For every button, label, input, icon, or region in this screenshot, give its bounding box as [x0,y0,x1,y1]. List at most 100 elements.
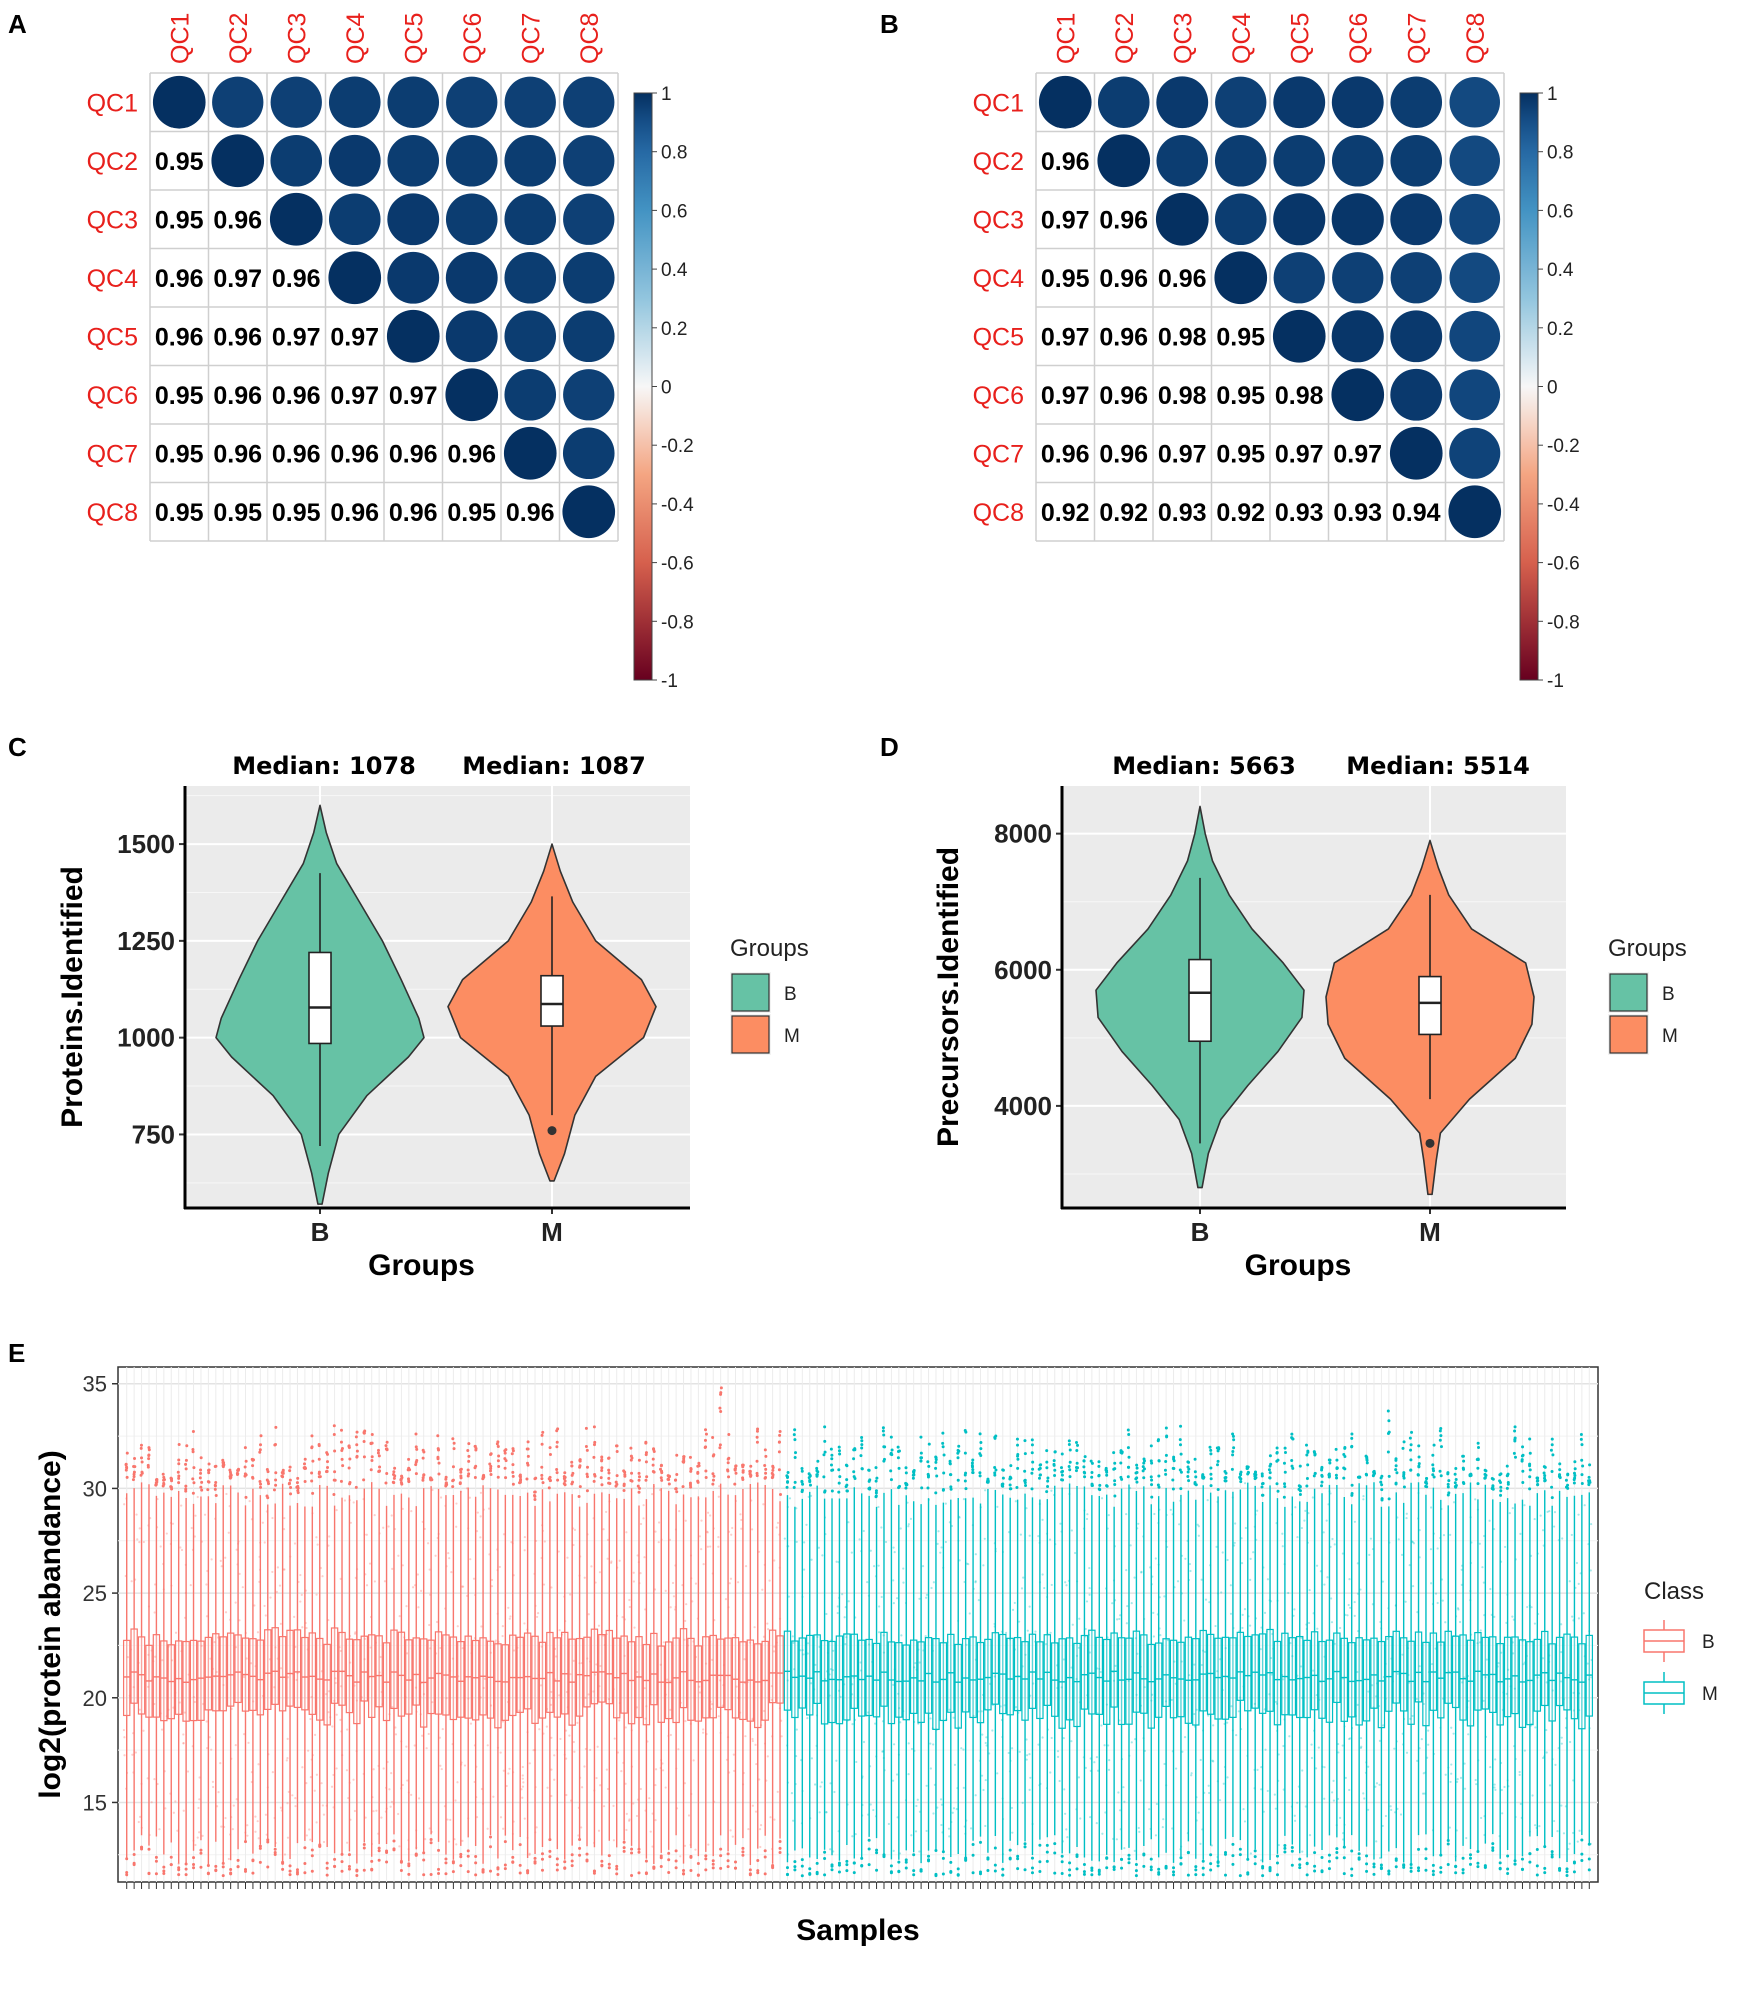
jitter-point [234,1646,238,1649]
jitter-point [1315,1767,1318,1770]
correlation-value: 0.96 [1099,323,1148,351]
jitter-point [428,1623,431,1627]
correlation-value: 0.95 [213,499,262,527]
outlier-point [1387,1870,1391,1874]
jitter-point [371,1796,374,1799]
jitter-point [974,1553,977,1556]
sample-box [1021,1641,1029,1721]
jitter-point [1401,1732,1404,1735]
jitter-point [1346,1614,1349,1617]
outlier-point [199,1468,203,1472]
outlier-point [511,1482,515,1486]
outlier-point [184,1458,188,1462]
jitter-point [224,1816,227,1820]
jitter-point [1282,1678,1285,1681]
jitter-point [1388,1541,1391,1544]
jitter-point [322,1813,326,1816]
jitter-point [1466,1674,1470,1678]
jitter-point [1342,1832,1345,1835]
outlier-point [444,1857,448,1861]
jitter-point [294,1645,297,1649]
jitter-point [335,1713,338,1716]
jitter-point [401,1783,404,1787]
outlier-point [979,1870,982,1874]
outlier-point [348,1482,352,1486]
outlier-point [755,1440,759,1444]
jitter-point [592,1517,595,1520]
outlier-point [1253,1472,1257,1476]
jitter-point [1418,1665,1421,1668]
sample-box [1362,1639,1371,1722]
correlation-circle [1390,76,1443,129]
jitter-point [184,1591,187,1595]
jitter-point [235,1798,238,1801]
jitter-point [744,1735,747,1738]
outlier-point [221,1464,225,1468]
jitter-point [410,1793,413,1796]
outlier-point [325,1861,329,1865]
sample-box [1296,1635,1304,1719]
jitter-point [983,1537,986,1540]
outlier-point [830,1489,834,1493]
jitter-point [678,1510,681,1513]
outlier-point [1446,1839,1450,1843]
jitter-point [180,1650,183,1653]
jitter-point [1312,1669,1315,1672]
outlier-point [541,1430,545,1434]
jitter-point [738,1711,742,1714]
outlier-point [1216,1459,1220,1463]
outlier-point [191,1477,195,1481]
jitter-point [129,1648,133,1651]
jitter-point [735,1685,738,1688]
jitter-point [309,1717,312,1721]
outlier-point [437,1871,441,1875]
outlier-point [956,1867,960,1871]
jitter-point [315,1593,318,1596]
outlier-point [1298,1863,1302,1867]
column-label: QC8 [1462,13,1490,64]
jitter-point [1164,1700,1168,1703]
outlier-point [192,1862,196,1866]
jitter-point [540,1645,543,1648]
jitter-point [256,1631,260,1634]
outlier-point [317,1470,321,1474]
outlier-point [1409,1458,1413,1462]
outlier-point [206,1872,210,1876]
outlier-point [133,1465,137,1469]
jitter-point [825,1811,828,1814]
outlier-point [1476,1441,1480,1445]
jitter-point [969,1827,973,1830]
outlier-point [1156,1483,1160,1487]
jitter-point [813,1688,816,1691]
outlier-point [1001,1484,1005,1488]
jitter-point [555,1748,559,1751]
sample-box [509,1634,517,1717]
outlier-point [1186,1470,1190,1474]
jitter-point [1237,1710,1240,1713]
jitter-point [982,1564,985,1567]
jitter-point [489,1651,492,1654]
jitter-point [172,1811,175,1814]
jitter-point [757,1550,761,1553]
outlier-point [1052,1459,1056,1463]
jitter-point [877,1564,880,1567]
correlation-value: 0.98 [1158,382,1207,410]
jitter-point [1001,1817,1005,1821]
jitter-point [1384,1814,1388,1818]
outlier-point [1409,1869,1413,1873]
outlier-point [266,1865,270,1869]
jitter-point [1174,1682,1177,1685]
jitter-point [778,1707,781,1710]
sample-box [219,1636,227,1712]
outlier-point [912,1853,916,1857]
outlier-point [392,1476,396,1480]
outlier-point [897,1870,901,1874]
jitter-point [1152,1635,1155,1638]
jitter-point [345,1769,349,1772]
outlier-point [422,1473,426,1477]
jitter-point [837,1561,840,1564]
outlier-point [533,1490,537,1494]
jitter-point [594,1581,597,1584]
outlier-point [1275,1861,1279,1865]
sample-box [1370,1637,1378,1709]
